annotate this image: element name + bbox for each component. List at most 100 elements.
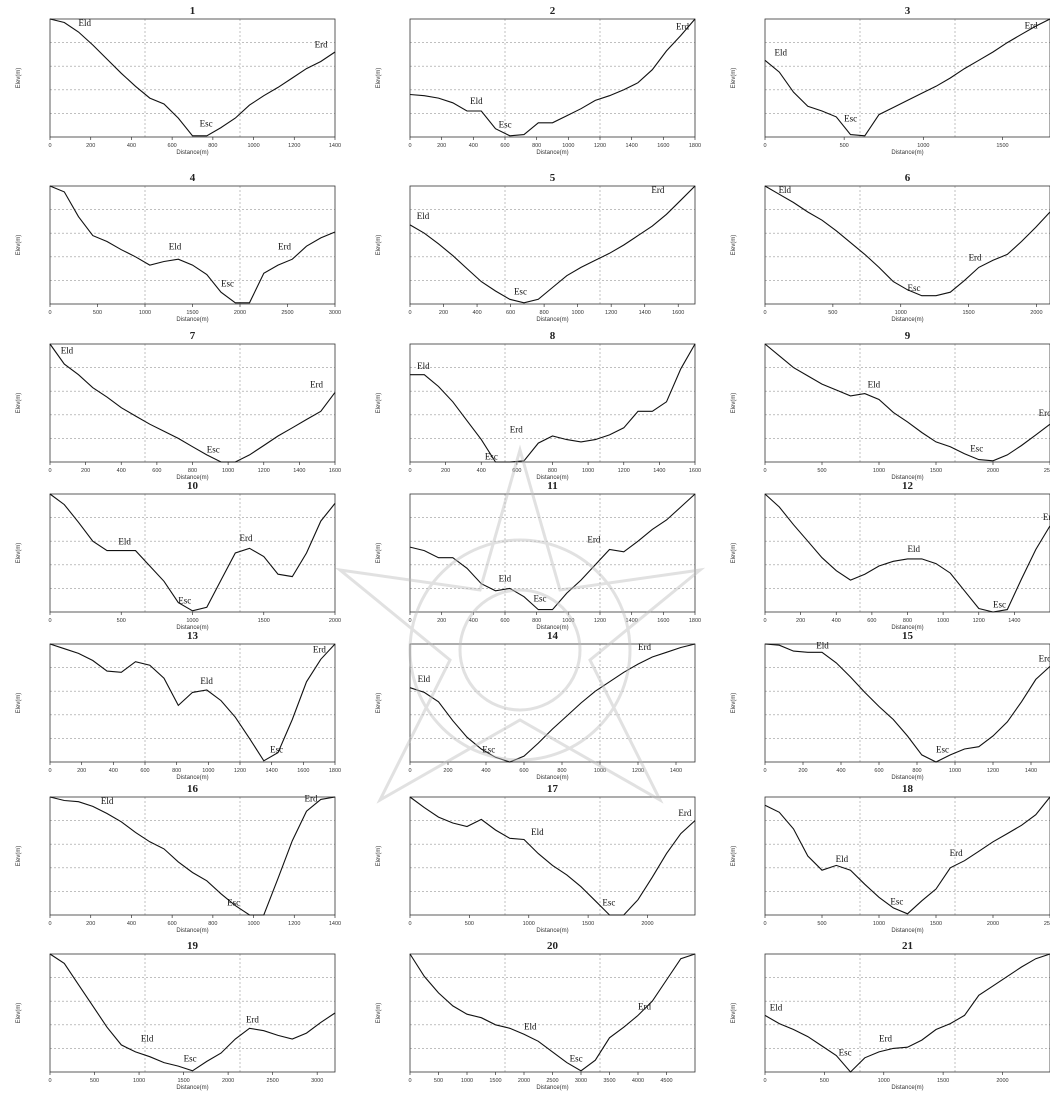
x-tick-label: 3000 [311, 1078, 323, 1084]
x-tick-label: 2000 [234, 310, 246, 316]
x-tick-label: 1000 [222, 468, 234, 474]
chart-canvas: 0 500 1000 1500 2000 Distance(m) Elev(m) Eld Esc… [731, 953, 1050, 1091]
chart-title: 12 [902, 480, 913, 492]
x-tick-label: 1200 [987, 768, 999, 774]
x-tick-label: 400 [127, 921, 136, 927]
x-tick-label: 500 [117, 618, 126, 624]
plot-frame [49, 643, 336, 763]
annotation-esc: Esc [227, 898, 240, 908]
x-axis-label: Distance(m) [536, 928, 568, 934]
x-tick-label: 1600 [672, 310, 684, 316]
x-tick-label: 1500 [186, 310, 198, 316]
x-tick-label: 500 [820, 1078, 829, 1084]
x-tick-label: 800 [532, 143, 541, 149]
x-tick-label: 600 [512, 468, 521, 474]
chart-canvas: 0 200 400 600 800 1000 1200 1400 Distance(m) Elev… [731, 493, 1050, 631]
x-tick-label: 800 [188, 468, 197, 474]
chart-title: 10 [187, 480, 198, 492]
chart-title: 16 [187, 783, 198, 795]
x-axis-label: Distance(m) [891, 1085, 923, 1091]
plot-frame [764, 643, 1050, 763]
x-tick-label: 1400 [329, 143, 341, 149]
x-tick-label: 600 [519, 768, 528, 774]
x-tick-label: 600 [152, 468, 161, 474]
chart-canvas: 0 200 400 600 800 1000 1200 1400 1600 Distance(m)… [16, 343, 341, 481]
profile-chart-14: 14 0 200 400 600 800 1000 1200 1400 Distance(m) El… [360, 630, 696, 781]
x-tick-label: 0 [763, 1078, 766, 1084]
y-axis-label: Elev(m) [16, 393, 22, 414]
x-tick-label: 1200 [594, 143, 606, 149]
annotation-erd: Erd [240, 533, 253, 543]
x-tick-label: 0 [763, 768, 766, 774]
x-tick-label: 2500 [267, 1078, 279, 1084]
chart-title: 11 [547, 480, 558, 492]
y-axis-label: Elev(m) [731, 846, 737, 867]
x-tick-label: 4000 [632, 1078, 644, 1084]
profile-chart-19: 19 0 500 1000 1500 2000 2500 3000 Distance(m) Ele… [0, 940, 336, 1091]
chart-title: 9 [904, 330, 911, 342]
annotation-eld: Eld [417, 211, 430, 221]
annotation-eld: Eld [836, 854, 849, 864]
y-axis-label: Elev(m) [16, 1003, 22, 1024]
x-axis-label: Distance(m) [176, 1085, 208, 1091]
annotation-esc: Esc [499, 120, 512, 130]
x-tick-label: 1000 [873, 921, 885, 927]
profile-chart-21: 21 0 500 1000 1500 2000 Distance(m) Elev(m) Eld E… [715, 940, 1050, 1091]
annotation-erd: Erd [315, 39, 328, 49]
x-tick-label: 800 [912, 768, 921, 774]
annotation-esc: Esc [602, 898, 615, 908]
y-axis-label: Elev(m) [731, 543, 737, 564]
x-tick-label: 2500 [1044, 921, 1050, 927]
x-tick-label: 0 [408, 143, 411, 149]
x-axis-label: Distance(m) [536, 625, 568, 631]
x-tick-label: 400 [472, 310, 481, 316]
x-tick-label: 800 [208, 921, 217, 927]
x-tick-label: 0 [408, 1078, 411, 1084]
x-tick-label: 200 [796, 618, 805, 624]
x-tick-label: 2000 [329, 618, 341, 624]
y-axis-label: Elev(m) [376, 693, 382, 714]
x-tick-label: 1400 [639, 310, 651, 316]
profile-line [764, 343, 1050, 462]
annotation-esc: Esc [570, 1053, 583, 1063]
annotation-esc: Esc [908, 283, 921, 293]
profile-line [409, 643, 696, 763]
annotation-eld: Eld [524, 1022, 537, 1032]
x-tick-label: 400 [109, 768, 118, 774]
x-tick-label: 400 [469, 143, 478, 149]
chart-canvas: 0 500 1000 1500 2000 2500 3000 3500 4000 4500 Dist… [376, 953, 696, 1091]
annotation-eld: Eld [141, 1033, 154, 1043]
annotation-eld: Eld [779, 185, 792, 195]
x-tick-label: 1000 [523, 921, 535, 927]
annotation-erd: Erd [676, 22, 689, 32]
x-tick-label: 1400 [670, 768, 682, 774]
x-tick-label: 800 [540, 310, 549, 316]
x-tick-label: 1000 [895, 310, 907, 316]
x-axis-label: Distance(m) [176, 150, 208, 156]
annotation-erd: Erd [1043, 512, 1050, 522]
x-tick-label: 800 [903, 618, 912, 624]
chart-canvas: 0 500 1000 1500 2000 Distance(m) Elev(m) Eld Esc… [376, 796, 696, 934]
profile-chart-15: 15 0 200 400 600 800 1000 1200 1400 Distance(m) El… [715, 630, 1050, 781]
profile-line [49, 493, 336, 612]
annotation-eld: Eld [200, 676, 213, 686]
annotation-erd: Erd [879, 1033, 892, 1043]
chart-title: 18 [902, 783, 913, 795]
x-tick-label: 1200 [973, 618, 985, 624]
x-tick-label: 500 [817, 468, 826, 474]
chart-canvas: 0 200 400 600 800 1000 1200 1400 Distance(m) Elev… [376, 642, 696, 781]
y-axis-label: Elev(m) [376, 1003, 382, 1024]
x-axis-label: Distance(m) [891, 150, 923, 156]
x-axis-label: Distance(m) [536, 317, 568, 323]
chart-title: 17 [547, 783, 558, 795]
x-tick-label: 500 [817, 921, 826, 927]
chart-title: 3 [904, 5, 911, 17]
x-axis-label: Distance(m) [536, 150, 568, 156]
x-tick-label: 1400 [293, 468, 305, 474]
chart-title: 8 [549, 330, 556, 342]
profile-chart-5: 5 0 200 400 600 800 1000 1200 1400 1600 Distance(m… [360, 172, 696, 323]
x-tick-label: 500 [828, 310, 837, 316]
x-axis-label: Distance(m) [176, 625, 208, 631]
x-tick-label: 0 [763, 921, 766, 927]
x-tick-label: 2000 [1030, 310, 1042, 316]
